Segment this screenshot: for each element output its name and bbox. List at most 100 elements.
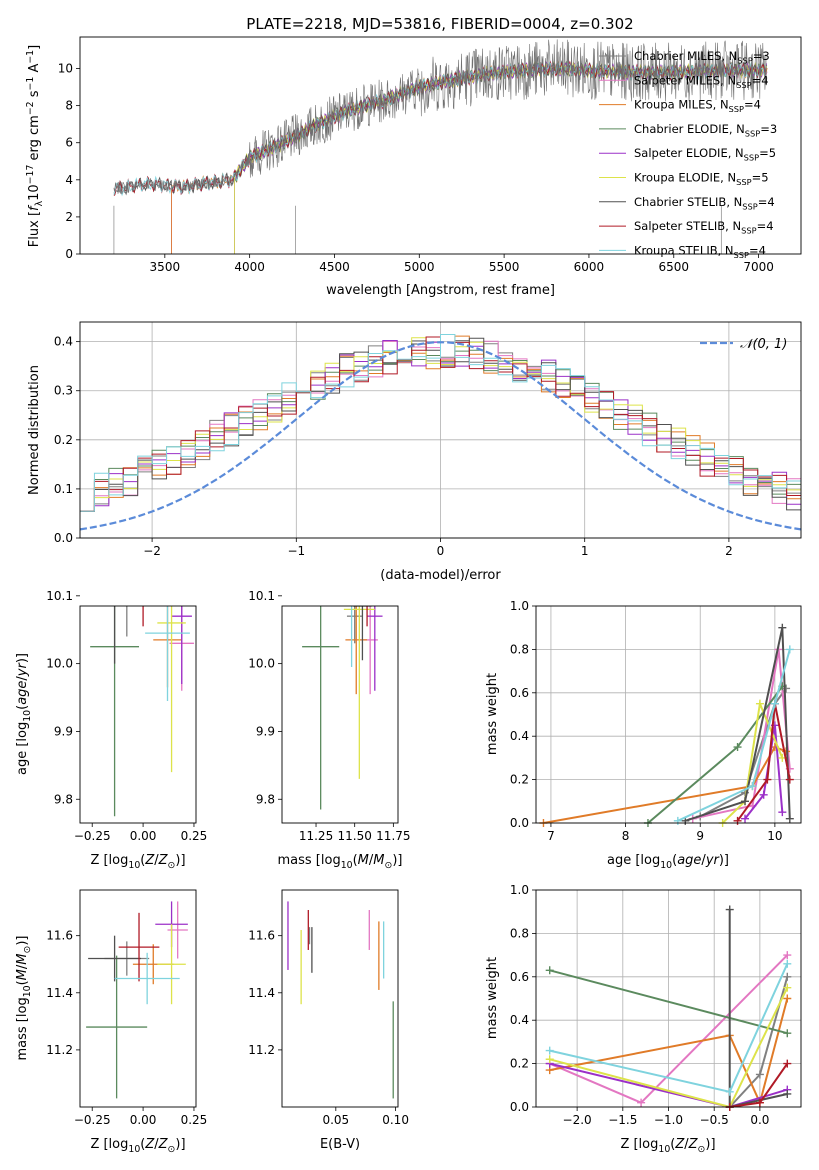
x-axis-label: Z [log10(Z/Z⊙)] bbox=[90, 853, 185, 871]
x-tick-label: 5500 bbox=[489, 260, 520, 274]
mass-weight-marker bbox=[783, 972, 792, 981]
mass-weight-line bbox=[543, 745, 787, 823]
legend-entry: Chabrier STELIB, NSSP=4 bbox=[634, 195, 775, 211]
y-tick-label: 0.0 bbox=[510, 1100, 529, 1114]
x-tick-label: 10 bbox=[767, 829, 782, 843]
x-tick-label: 4000 bbox=[234, 260, 265, 274]
mass-weight-marker bbox=[755, 1098, 764, 1107]
mass-weight-marker bbox=[741, 797, 750, 806]
x-tick-label: 1 bbox=[581, 544, 589, 558]
mass-weight-line bbox=[549, 987, 789, 1107]
x-tick-label: 9 bbox=[696, 829, 704, 843]
axes-frame bbox=[79, 605, 197, 824]
mass-weight-marker bbox=[725, 905, 734, 914]
x-axis-label: wavelength [Angstrom, rest frame] bbox=[326, 283, 555, 298]
mass-weight-marker bbox=[778, 808, 787, 817]
mass-weight-marker bbox=[673, 816, 682, 825]
y-tick-label: 0.6 bbox=[510, 970, 529, 984]
axes-frame bbox=[281, 889, 399, 1108]
axes-frame bbox=[79, 36, 802, 255]
y-tick-label: 10.1 bbox=[46, 589, 73, 603]
mass-weight-line bbox=[549, 969, 788, 1035]
mass-weight-marker bbox=[783, 983, 792, 992]
x-tick-label: 2 bbox=[725, 544, 733, 558]
x-axis-label: Z [log10(Z/Z⊙)] bbox=[620, 1137, 715, 1155]
x-tick-label: 6000 bbox=[574, 260, 605, 274]
age-vs-metallicity-panel: −0.25 0.00 0.25 9.8 9.9 10.0 10.1 Z [log10(Z/Z⊙… bbox=[15, 589, 208, 871]
legend-entry: Kroupa STELIB, NSSP=4 bbox=[634, 243, 766, 259]
y-tick-label: 9.9 bbox=[256, 724, 275, 738]
y-tick-label: 10.0 bbox=[46, 657, 73, 671]
y-tick-label: 11.6 bbox=[248, 929, 275, 943]
mass-weight-marker bbox=[755, 699, 764, 708]
y-tick-label: 11.4 bbox=[248, 986, 275, 1000]
figure-title: PLATE=2218, MJD=53816, FIBERID=0004, z=0… bbox=[246, 15, 633, 33]
y-tick-label: 11.6 bbox=[46, 929, 73, 943]
y-tick-label: 10.0 bbox=[248, 657, 275, 671]
mass-weight-marker bbox=[785, 645, 794, 654]
mass-weight-line bbox=[699, 687, 787, 818]
x-tick-label: 0.00 bbox=[130, 1113, 157, 1127]
y-tick-label: 1.0 bbox=[510, 883, 529, 897]
x-tick-label: 6500 bbox=[658, 260, 689, 274]
mass-weight-marker bbox=[741, 814, 750, 823]
mass-weight-marker bbox=[783, 1059, 792, 1068]
y-tick-label: 11.2 bbox=[248, 1043, 275, 1057]
y-axis-label: Normed distribution bbox=[27, 365, 42, 495]
mass-weight-marker bbox=[637, 1098, 646, 1107]
mass-weight-line bbox=[549, 1062, 788, 1107]
x-tick-label: 7 bbox=[547, 829, 555, 843]
y-tick-label: 1.0 bbox=[510, 599, 529, 613]
x-tick-label: −0.25 bbox=[74, 829, 111, 843]
x-tick-label: −1.0 bbox=[654, 1113, 683, 1127]
y-tick-label: 10.1 bbox=[248, 589, 275, 603]
y-tick-label: 0.1 bbox=[54, 482, 73, 496]
y-tick-label: 11.4 bbox=[46, 986, 73, 1000]
mass-weight-marker bbox=[545, 1046, 554, 1055]
residuals-panel: −2 −1 0 1 2 0.0 0.1 0.2 0.3 0.4 𝒩(0, 1) (data-model… bbox=[27, 321, 802, 583]
legend-entry: Kroupa ELODIE, NSSP=5 bbox=[634, 171, 769, 187]
y-tick-label: 6 bbox=[65, 136, 73, 150]
x-tick-label: 0.25 bbox=[181, 829, 208, 843]
mass-weight-line bbox=[728, 909, 788, 1107]
mass-weight-marker bbox=[733, 816, 742, 825]
legend-entry: 𝒩(0, 1) bbox=[740, 337, 787, 352]
x-tick-label: 3500 bbox=[150, 260, 181, 274]
y-tick-label: 0 bbox=[65, 247, 73, 261]
y-tick-label: 9.8 bbox=[54, 792, 73, 806]
y-axis-label: age [log10(age/yr)] bbox=[15, 653, 33, 775]
x-axis-label: E(B-V) bbox=[320, 1137, 360, 1152]
x-tick-label: 11.25 bbox=[299, 829, 333, 843]
y-tick-label: 0.8 bbox=[510, 926, 529, 940]
mass-weight-line bbox=[721, 699, 784, 823]
y-tick-label: 0.0 bbox=[54, 531, 73, 545]
observed-spectrum-line bbox=[113, 39, 768, 195]
y-tick-label: 0.6 bbox=[510, 686, 529, 700]
spectrum-panel: 3500 4000 4500 5000 5500 6000 6500 7000 0 2 4 6 8 10 w… bbox=[25, 36, 802, 298]
x-tick-label: 0.25 bbox=[181, 1113, 208, 1127]
axes-frame bbox=[535, 889, 802, 1108]
y-tick-label: 0.8 bbox=[510, 642, 529, 656]
y-tick-label: 0.3 bbox=[54, 384, 73, 398]
mass-weight-marker bbox=[785, 814, 794, 823]
y-tick-label: 11.2 bbox=[46, 1043, 73, 1057]
mass-weight-vs-metallicity-panel: −2.0 −1.5 −1.0 −0.5 0.0 0.0 0.2 0.4 0.6 0.8 1.0 Z [… bbox=[485, 883, 802, 1155]
y-tick-label: 0.0 bbox=[510, 816, 529, 830]
x-tick-label: 7000 bbox=[743, 260, 774, 274]
spectrum-legend: Chabrier MILES, NSSP=3 Salpeter MILES, NS… bbox=[599, 49, 777, 260]
y-axis-label: mass weight bbox=[485, 957, 500, 1039]
y-tick-label: 0.2 bbox=[510, 773, 529, 787]
legend-entry: Salpeter STELIB, NSSP=4 bbox=[634, 219, 774, 235]
mass-weight-marker bbox=[785, 775, 794, 784]
mass-weight-line bbox=[736, 703, 791, 822]
x-tick-label: −1 bbox=[287, 544, 305, 558]
x-tick-label: 11.75 bbox=[376, 829, 410, 843]
mass-weight-marker bbox=[778, 623, 787, 632]
x-tick-label: 0.05 bbox=[322, 1113, 349, 1127]
y-tick-label: 9.8 bbox=[256, 792, 275, 806]
residual-histogram bbox=[80, 333, 801, 512]
y-axis-label: Flux [fλ10−17 erg cm−2 s−1 A−1] bbox=[25, 45, 45, 247]
y-tick-label: 0.2 bbox=[510, 1057, 529, 1071]
x-tick-label: 0.10 bbox=[382, 1113, 409, 1127]
